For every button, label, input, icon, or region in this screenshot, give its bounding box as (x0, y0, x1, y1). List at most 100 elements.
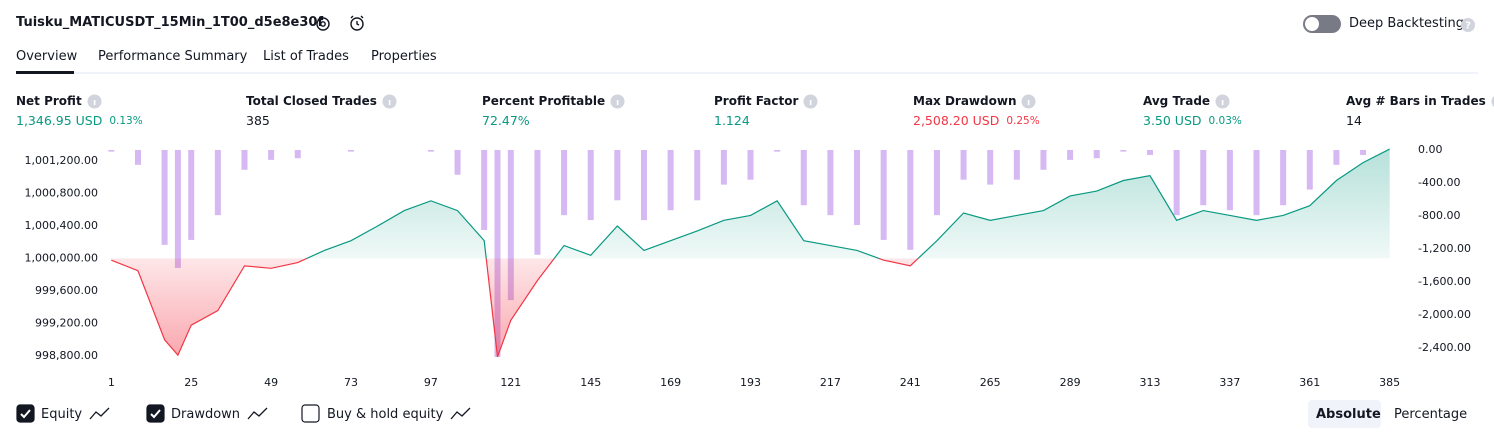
x-tick-label: 1 (108, 376, 115, 389)
y2-tick-label: -800.00 (1418, 209, 1460, 222)
checkbox[interactable] (146, 404, 166, 424)
x-tick-label: 121 (500, 376, 521, 389)
active-tab-indicator (16, 71, 74, 74)
drawdown-bar (534, 149, 541, 255)
settings-icon[interactable] (313, 14, 333, 34)
drawdown-bar (481, 149, 488, 231)
checkbox-box (16, 404, 35, 423)
drawdown-bar (294, 149, 301, 159)
tab[interactable]: Overview (16, 49, 78, 64)
drawdown-bar (1093, 149, 1100, 159)
tab[interactable]: List of Trades (263, 49, 349, 64)
x-tick-label: 337 (1219, 376, 1240, 389)
icon-glyph (247, 407, 268, 420)
info-glyph (388, 100, 391, 105)
tab[interactable]: Properties (371, 49, 437, 64)
mode-button[interactable]: Percentage (1394, 407, 1468, 422)
info-glyph (616, 100, 619, 105)
metric-value: 1,346.95 USD (16, 113, 103, 128)
control-label: Buy & hold equity (327, 407, 444, 422)
mode-button[interactable]: Absolute (1316, 407, 1381, 422)
metric-value: 385 (246, 113, 270, 128)
alert-icon[interactable] (347, 13, 367, 33)
drawdown-bar (1333, 149, 1340, 165)
metric-label: Avg # Bars in Trades (1346, 94, 1486, 108)
deep-backtesting-toggle[interactable] (1302, 14, 1342, 34)
drawdown-bar (1146, 149, 1153, 155)
drawdown-bar (174, 149, 181, 268)
drawdown-bar (494, 149, 501, 357)
metric-percent: 0.13% (109, 115, 143, 127)
toggle-label: Deep Backtesting (1349, 16, 1465, 31)
drawdown-bar (880, 149, 887, 240)
info-glyph (1221, 100, 1224, 105)
info-icon[interactable] (1491, 94, 1494, 109)
checkbox[interactable] (301, 404, 321, 424)
y-tick-label: 999,600.00 (35, 284, 98, 297)
x-tick-label: 265 (980, 376, 1001, 389)
drawdown-bar (454, 149, 461, 175)
y-tick-label: 998,800.00 (35, 349, 98, 362)
metric-value: 72.47% (482, 113, 530, 128)
tab-separator (16, 72, 1478, 74)
drawdown-bar (561, 149, 568, 216)
metric-label: Total Closed Trades (246, 94, 377, 108)
icon-glyph (450, 407, 471, 420)
x-tick-label: 289 (1060, 376, 1081, 389)
x-tick-label: 145 (580, 376, 601, 389)
strategy-title: Tuisku_MATICUSDT_15Min_1T00_d5e8e30f (16, 15, 324, 30)
y-tick-label: 1,000,800.00 (25, 187, 98, 200)
info-icon[interactable] (1215, 94, 1230, 109)
control-label: Equity (41, 407, 83, 422)
tab[interactable]: Performance Summary (98, 49, 248, 64)
drawdown-bar (1200, 149, 1207, 206)
info-icon[interactable] (87, 94, 102, 109)
metric-value: 3.50 USD (1143, 113, 1202, 128)
drawdown-bar (933, 149, 940, 216)
drawdown-bar (1013, 149, 1020, 180)
metric-label: Percent Profitable (482, 94, 606, 108)
mode-active-bg (1308, 400, 1381, 428)
toggle-knob (1305, 17, 1319, 31)
metric-label: Profit Factor (714, 94, 799, 108)
drawdown-bar (907, 149, 914, 250)
y2-tick-label: -1,200.00 (1418, 242, 1471, 255)
checkbox[interactable] (16, 404, 36, 424)
drawdown-bar (134, 149, 141, 165)
metric-label: Avg Trade (1143, 94, 1211, 108)
y-tick-label: 1,000,000.00 (25, 252, 98, 265)
x-tick-label: 193 (740, 376, 761, 389)
y2-tick-label: -2,000.00 (1418, 308, 1471, 321)
drawdown-bar (1067, 149, 1074, 160)
svg-text:?: ? (1465, 21, 1471, 32)
drawdown-bar (1306, 149, 1313, 190)
checkmark (20, 409, 31, 419)
info-glyph (93, 100, 96, 105)
drawdown-bar (241, 149, 248, 170)
info-glyph (810, 100, 812, 105)
equity-chart: 998,800.00 999,200.00 999,600.00 1,000,000.… (25, 143, 1471, 389)
metric-value: 2,508.20 USD (913, 113, 1000, 128)
y2-tick-label: 0.00 (1418, 143, 1443, 156)
drawdown-bar (188, 149, 195, 240)
control-icon (450, 407, 471, 420)
info-icon[interactable] (610, 94, 625, 109)
control-icon (89, 407, 110, 420)
metric-value: 14 (1346, 113, 1362, 128)
info-icon[interactable] (1021, 94, 1036, 109)
y-tick-label: 1,001,200.00 (25, 154, 98, 167)
help-icon[interactable]: ? (1460, 17, 1476, 33)
info-icon[interactable] (382, 94, 397, 109)
drawdown-bar (108, 149, 115, 152)
drawdown-bar (1040, 149, 1047, 170)
info-icon[interactable] (803, 94, 818, 109)
metric-percent: 0.03% (1208, 115, 1242, 127)
x-tick-label: 169 (660, 376, 681, 389)
drawdown-bar (987, 149, 994, 185)
drawdown-bar (1253, 149, 1260, 216)
drawdown-bar (587, 149, 594, 221)
control-icon (247, 407, 268, 420)
drawdown-bar (427, 149, 434, 152)
info-circle (1491, 95, 1494, 108)
